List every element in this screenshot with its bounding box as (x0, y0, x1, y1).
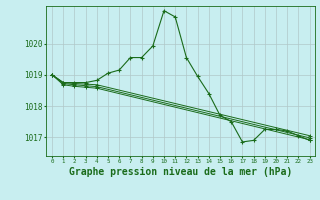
X-axis label: Graphe pression niveau de la mer (hPa): Graphe pression niveau de la mer (hPa) (69, 167, 292, 177)
